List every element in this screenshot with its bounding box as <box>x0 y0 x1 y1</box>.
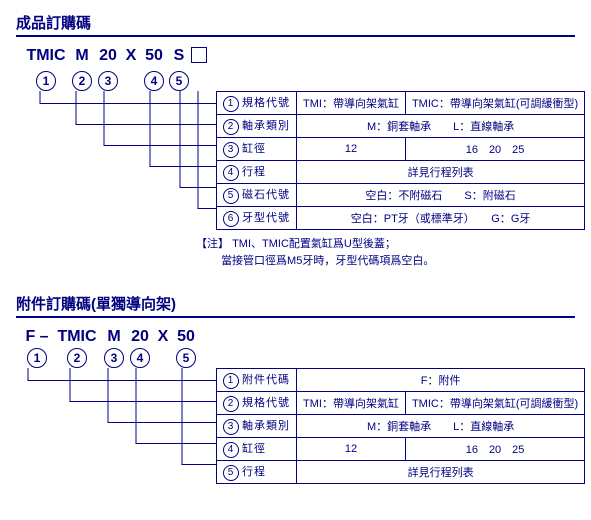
diagram-2: 1附件代碼F：附件2規格代號TMI：帶導向架氣缸TMIC：帶導向架氣缸(可調緩衝… <box>16 368 575 484</box>
code-token: M <box>102 328 126 346</box>
spec-cell: 16 20 25 <box>405 138 584 161</box>
circle-number: 2 <box>223 119 239 135</box>
spec-cell: TMIC：帶導向架氣缸(可調緩衝型) <box>405 392 584 415</box>
leader-lines-1 <box>16 91 216 221</box>
circle-number: 1 <box>223 96 239 112</box>
table-row: 1規格代號TMI：帶導向架氣缸TMIC：帶導向架氣缸(可調緩衝型) <box>217 92 585 115</box>
code-token: M <box>70 47 94 69</box>
table-row: 2軸承類別M：銅套軸承 L：直線軸承 <box>217 115 585 138</box>
table-row: 5磁石代號空白：不附磁石 S：附磁石 <box>217 184 585 207</box>
circle-number: 3 <box>104 348 124 368</box>
spec-cell: TMI：帶導向架氣缸 <box>297 92 406 115</box>
spec-cell: 空白：不附磁石 S：附磁石 <box>297 184 585 207</box>
circle-row-1: 123 45 <box>22 71 575 91</box>
row-label: 1規格代號 <box>217 92 297 115</box>
code-token: S <box>168 47 190 69</box>
circle-number: 2 <box>223 396 239 412</box>
row-label: 2規格代號 <box>217 392 297 415</box>
circle-number: 5 <box>176 348 196 368</box>
row-label: 4缸徑 <box>217 438 297 461</box>
code-token: 20 <box>126 328 154 346</box>
code-token: 50 <box>140 47 168 69</box>
code-token: F – <box>22 328 52 346</box>
code-token <box>190 47 208 69</box>
circle-number: 1 <box>223 373 239 389</box>
diagram-1: 1規格代號TMI：帶導向架氣缸TMIC：帶導向架氣缸(可調緩衝型)2軸承類別M：… <box>16 91 575 230</box>
table-row: 2規格代號TMI：帶導向架氣缸TMIC：帶導向架氣缸(可調緩衝型) <box>217 392 585 415</box>
blank-box-icon <box>191 47 207 63</box>
spec-cell: M：銅套軸承 L：直線軸承 <box>297 115 585 138</box>
code-row-2: F –TMICM20X50 <box>22 328 575 346</box>
circle-number: 1 <box>27 348 47 368</box>
row-label: 4行程 <box>217 161 297 184</box>
circle-number: 3 <box>98 71 118 91</box>
table-row: 4缸徑1216 20 25 <box>217 438 585 461</box>
spec-cell: F：附件 <box>297 369 585 392</box>
section-title-2: 附件訂購碼(單獨導向架) <box>16 293 575 318</box>
spec-cell: TMIC：帶導向架氣缸(可調緩衝型) <box>405 92 584 115</box>
code-token: X <box>154 328 172 346</box>
row-label: 5磁石代號 <box>217 184 297 207</box>
note-line-2: 當接管口徑爲M5牙時，牙型代碼項爲空白。 <box>221 255 434 267</box>
circle-number: 6 <box>223 211 239 227</box>
row-label: 1附件代碼 <box>217 369 297 392</box>
code-token: 50 <box>172 328 200 346</box>
row-label: 6牙型代號 <box>217 207 297 230</box>
spec-table-2: 1附件代碼F：附件2規格代號TMI：帶導向架氣缸TMIC：帶導向架氣缸(可調緩衝… <box>216 368 585 484</box>
code-token: X <box>122 47 140 69</box>
code-token: TMIC <box>52 328 102 346</box>
circle-number: 2 <box>72 71 92 91</box>
spec-cell: M：銅套軸承 L：直線軸承 <box>297 415 585 438</box>
circle-number: 5 <box>223 188 239 204</box>
circle-number: 4 <box>130 348 150 368</box>
circle-number: 2 <box>67 348 87 368</box>
spec-cell: 12 <box>297 138 406 161</box>
circle-number: 3 <box>223 142 239 158</box>
circle-number: 5 <box>169 71 189 91</box>
spec-table-1: 1規格代號TMI：帶導向架氣缸TMIC：帶導向架氣缸(可調緩衝型)2軸承類別M：… <box>216 91 585 230</box>
row-label: 5行程 <box>217 461 297 484</box>
spec-cell: 12 <box>297 438 406 461</box>
circle-number: 5 <box>223 465 239 481</box>
circle-number: 4 <box>223 165 239 181</box>
spec-cell: TMI：帶導向架氣缸 <box>297 392 406 415</box>
spec-cell: 詳見行程列表 <box>297 161 585 184</box>
footnote: 【注】 TMI、TMIC配置氣缸爲U型後蓋； 當接管口徑爲M5牙時，牙型代碼項爲… <box>196 236 575 269</box>
section-product-code: 成品訂購碼 TMICM20X50S 12345 1規格代號TMI：帶導向架氣缸T… <box>16 12 575 269</box>
circle-row-2: 1234 5 <box>22 348 575 368</box>
circle-number: 1 <box>36 71 56 91</box>
row-label: 2軸承類別 <box>217 115 297 138</box>
table-row: 1附件代碼F：附件 <box>217 369 585 392</box>
section-title-1: 成品訂購碼 <box>16 12 575 37</box>
leader-lines-2 <box>16 368 216 477</box>
spec-cell: 空白：PT牙（或標準牙） G：G牙 <box>297 207 585 230</box>
table-row: 6牙型代號空白：PT牙（或標準牙） G：G牙 <box>217 207 585 230</box>
spec-cell: 詳見行程列表 <box>297 461 585 484</box>
table-row: 3軸承類別M：銅套軸承 L：直線軸承 <box>217 415 585 438</box>
table-row: 4行程詳見行程列表 <box>217 161 585 184</box>
circle-number: 3 <box>223 419 239 435</box>
code-row-1: TMICM20X50S <box>22 47 575 69</box>
note-line-1: TMI、TMIC配置氣缸爲U型後蓋； <box>232 238 396 250</box>
spec-cell: 16 20 25 <box>405 438 584 461</box>
row-label: 3缸徑 <box>217 138 297 161</box>
row-label: 3軸承類別 <box>217 415 297 438</box>
note-label: 【注】 <box>196 238 229 250</box>
code-token: 20 <box>94 47 122 69</box>
table-row: 5行程詳見行程列表 <box>217 461 585 484</box>
section-accessory-code: 附件訂購碼(單獨導向架) F –TMICM20X50 12345 1附件代碼F：… <box>16 293 575 484</box>
code-token: TMIC <box>22 47 70 69</box>
circle-number: 4 <box>144 71 164 91</box>
circle-number: 4 <box>223 442 239 458</box>
table-row: 3缸徑1216 20 25 <box>217 138 585 161</box>
